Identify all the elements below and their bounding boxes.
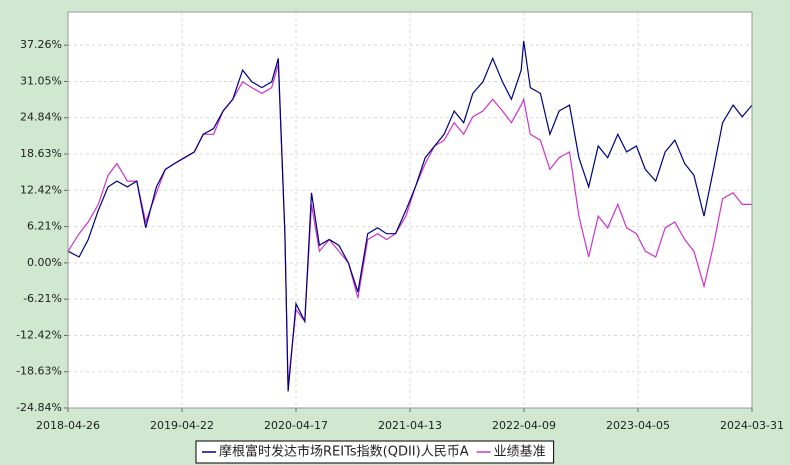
y-tick-label: 37.26% [20,38,62,51]
y-tick-label: 18.63% [20,147,62,160]
y-tick-label: 0.00% [27,256,62,269]
series-line [67,40,753,392]
y-tick-label: 31.05% [20,74,62,87]
y-tick-label: -6.21% [23,292,62,305]
y-tick-label: 6.21% [27,220,62,233]
y-tick-label: -24.84% [16,401,62,414]
legend: 摩根富时发达市场REITs指数(QDII)人民币A 业绩基准 [195,440,555,464]
y-tick-label: -18.63% [16,365,62,378]
legend-label: 业绩基准 [494,445,546,460]
x-tick-label: 2024-03-31 [720,419,784,432]
legend-box [195,440,555,464]
y-tick-label: 12.42% [20,183,62,196]
x-tick-label: 2022-04-09 [492,419,556,432]
x-tick-label: 2023-04-05 [606,419,670,432]
x-tick-label: 2020-04-17 [264,419,328,432]
x-tick-label: 2019-04-22 [150,419,214,432]
plot-border [67,11,753,409]
y-tick-label: -12.42% [16,328,62,341]
legend-label: 摩根富时发达市场REITs指数(QDII)人民币A [219,444,469,460]
x-tick-label: 2021-04-13 [378,419,442,432]
y-tick-label: 24.84% [20,111,62,124]
x-tick-label: 2018-04-26 [36,419,100,432]
